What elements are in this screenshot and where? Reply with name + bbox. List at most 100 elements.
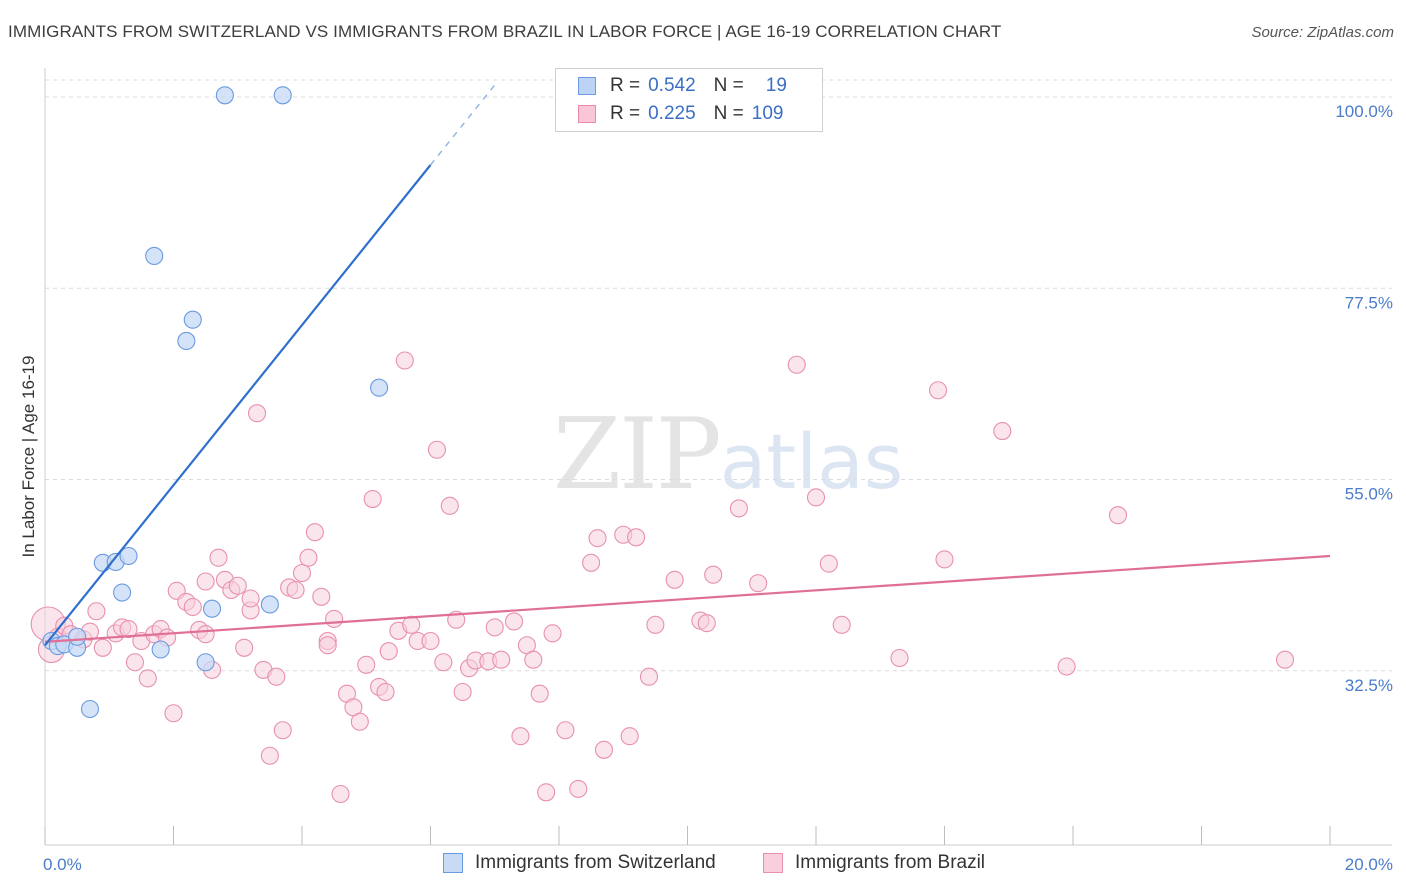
brazil-point	[299, 548, 318, 567]
switzerland-point	[113, 583, 132, 602]
brazil-point	[1108, 506, 1128, 525]
brazil-point	[620, 727, 639, 746]
brazil-point	[646, 615, 665, 634]
series-legend-label: Immigrants from Switzerland	[475, 852, 716, 873]
legend-n-label: N =	[713, 75, 744, 96]
brazil-point	[138, 669, 157, 688]
brazil-point	[357, 655, 376, 674]
brazil-point	[235, 638, 254, 657]
y-tick-label: 77.5%	[1345, 293, 1393, 312]
brazil-point	[292, 563, 312, 583]
brazil-point	[504, 612, 524, 631]
brazil-point	[379, 642, 398, 661]
trend-layer	[44, 84, 1331, 646]
brazil-point	[639, 667, 659, 686]
brazil-point	[421, 631, 440, 651]
y-tick-label: 100.0%	[1335, 102, 1393, 121]
legend-n-value: 19	[765, 75, 787, 96]
legend-row-switzerland: R = 0.542 N = 19	[578, 73, 787, 99]
brazil-trend-line	[44, 554, 1331, 643]
brazil-point	[627, 528, 646, 547]
series-legend-brazil[interactable]: Immigrants from Brazil	[763, 852, 985, 874]
brazil-point	[993, 421, 1012, 441]
brazil-point	[325, 609, 344, 628]
y-axis-title: In Labor Force | Age 16-19	[19, 356, 38, 558]
brazil-point	[286, 580, 305, 600]
brazil-point	[511, 727, 530, 746]
grid-layer	[45, 79, 1392, 672]
brazil-point	[485, 618, 504, 637]
series-legend-label: Immigrants from Brazil	[795, 852, 986, 873]
brazil-point	[350, 712, 369, 731]
brazil-point	[1057, 657, 1076, 676]
brazil-point	[537, 783, 556, 802]
legend-r-value: 0.225	[648, 103, 696, 124]
brazil-point	[569, 779, 588, 798]
switzerland-point	[177, 331, 196, 351]
legend-r-label: R =	[610, 75, 641, 96]
brazil-point	[119, 620, 138, 639]
brazil-point	[704, 565, 723, 584]
switzerland-point	[370, 378, 389, 397]
series-swatch-brazil	[763, 853, 783, 873]
axis-layer	[44, 68, 1392, 846]
switzerland-point	[273, 86, 292, 105]
brazil-point	[363, 489, 382, 509]
brazil-point	[331, 784, 350, 804]
brazil-point	[196, 625, 215, 644]
switzerland-point	[80, 699, 100, 719]
brazil-point	[729, 499, 748, 518]
brazil-point	[267, 667, 286, 686]
brazil-point	[440, 496, 459, 515]
brazil-point	[183, 597, 202, 617]
brazil-point	[312, 587, 331, 606]
brazil-point	[125, 653, 144, 672]
switzerland-trend-line	[44, 164, 432, 646]
chart-title: IMMIGRANTS FROM SWITZERLAND VS IMMIGRANT…	[8, 22, 1002, 41]
y-tick-label: 55.0%	[1345, 485, 1393, 504]
brazil-point	[273, 721, 292, 740]
series-legend-switzerland[interactable]: Immigrants from Switzerland	[443, 852, 716, 874]
brazil-point	[228, 576, 247, 595]
brazil-point	[749, 574, 768, 593]
series-swatch-switzerland	[443, 853, 463, 873]
brazil-point	[543, 624, 562, 643]
brazil-point	[832, 615, 851, 634]
brazil-point	[819, 554, 838, 573]
brazil-points	[30, 351, 1295, 804]
brazil-point	[890, 648, 909, 668]
legend-r-label: R =	[610, 103, 641, 124]
brazil-point	[434, 653, 453, 672]
brazil-point	[196, 572, 215, 591]
brazil-point	[524, 650, 543, 669]
brazil-point	[402, 615, 421, 634]
brazil-point	[935, 550, 954, 569]
watermark: ZIPatlas	[553, 398, 903, 512]
brazil-point	[1275, 650, 1295, 669]
brazil-point	[395, 351, 414, 370]
watermark-zip: ZIP	[553, 398, 722, 512]
switzerland-point	[151, 640, 170, 659]
switzerland-point	[215, 86, 234, 105]
brazil-point	[588, 529, 607, 548]
brazil-point	[556, 721, 575, 740]
brazil-point	[318, 636, 337, 655]
switzerland-point	[260, 595, 279, 614]
brazil-point	[594, 740, 614, 759]
switzerland-point	[119, 546, 138, 566]
source-label: Source: ZipAtlas.com	[1251, 24, 1394, 41]
label-layer: 32.5% 55.0% 77.5% 100.0% 0.0% 20.0% In Labor F…	[19, 102, 1393, 874]
brazil-point	[929, 381, 948, 400]
switzerland-trend-extension	[429, 84, 496, 166]
y-tick-label: 32.5%	[1345, 676, 1393, 695]
brazil-point	[164, 704, 183, 723]
switzerland-point	[183, 310, 202, 329]
switzerland-point	[68, 627, 87, 646]
brazil-point	[697, 614, 716, 633]
brazil-point	[87, 602, 106, 621]
brazil-point	[376, 682, 395, 702]
brazil-point	[806, 488, 826, 507]
brazil-point	[209, 548, 228, 567]
switzerland-point	[145, 246, 164, 265]
